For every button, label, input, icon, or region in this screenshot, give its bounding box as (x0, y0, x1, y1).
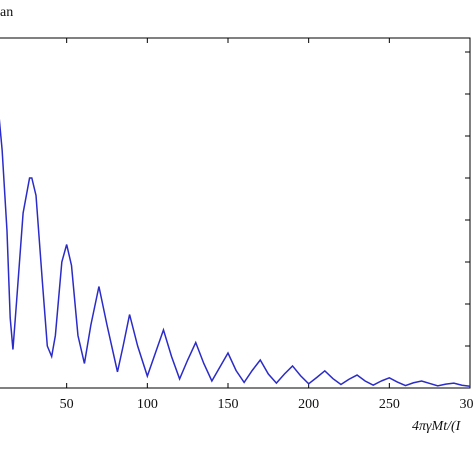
x-tick-label: 200 (298, 397, 319, 412)
x-tick-label: 50 (60, 397, 74, 412)
x-tick-label: 100 (137, 397, 158, 412)
x-tick-label: 150 (218, 397, 239, 412)
plot-frame (0, 37, 471, 389)
x-tick-label: 300 (460, 397, 474, 412)
chart-title: an (0, 5, 13, 20)
data-line (0, 118, 471, 387)
x-axis-label: 4πγMt/(I (412, 419, 462, 434)
x-tick-label: 250 (379, 397, 400, 412)
